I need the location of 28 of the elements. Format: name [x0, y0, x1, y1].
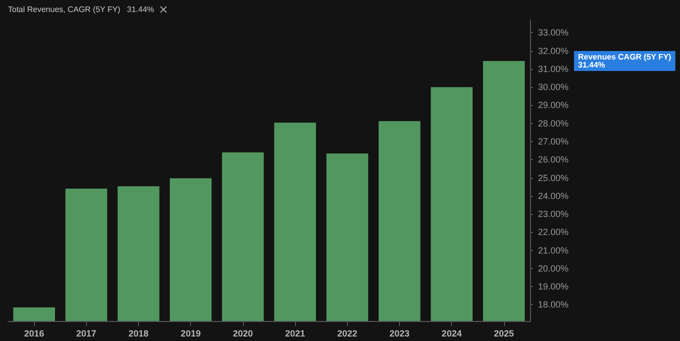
y-tick-label: 27.00%	[538, 136, 569, 146]
x-tick-label: 2022	[337, 328, 358, 338]
x-tick-label: 2018	[128, 328, 149, 338]
x-tick-label: 2017	[76, 328, 96, 338]
y-tick-label: 28.00%	[538, 118, 569, 128]
x-tick-label: 2020	[232, 328, 253, 338]
y-tick-label: 23.00%	[538, 209, 569, 220]
x-tick-label: 2019	[180, 328, 201, 338]
y-tick-label: 21.00%	[538, 245, 569, 256]
y-tick-label: 31.00%	[538, 64, 569, 74]
y-tick-label: 18.00%	[538, 300, 569, 310]
y-tick-label: 24.00%	[538, 190, 569, 201]
chart-title: Total Revenues, CAGR (5Y FY) 31.44%	[8, 4, 154, 14]
y-tick-label: 32.00%	[538, 46, 569, 56]
y-tick-label: 29.00%	[538, 100, 569, 110]
x-tick-label: 2021	[285, 328, 306, 338]
y-tick-label: 26.00%	[538, 154, 569, 165]
x-tick-label: 2025	[494, 328, 514, 338]
y-tick-label: 19.00%	[538, 282, 569, 292]
y-tick-label: 25.00%	[538, 172, 569, 183]
x-tick-label: 2023	[389, 328, 410, 338]
y-tick-label: 20.00%	[538, 263, 569, 274]
y-tick-label: 30.00%	[538, 82, 569, 92]
x-tick-label: 2016	[24, 328, 44, 338]
y-tick-label: 33.00%	[538, 28, 569, 38]
text: Revenues CAGR (5Y FY) 31.44%	[578, 52, 672, 70]
y-tick-label: 22.00%	[538, 227, 569, 238]
x-tick-label: 2024	[442, 328, 462, 338]
